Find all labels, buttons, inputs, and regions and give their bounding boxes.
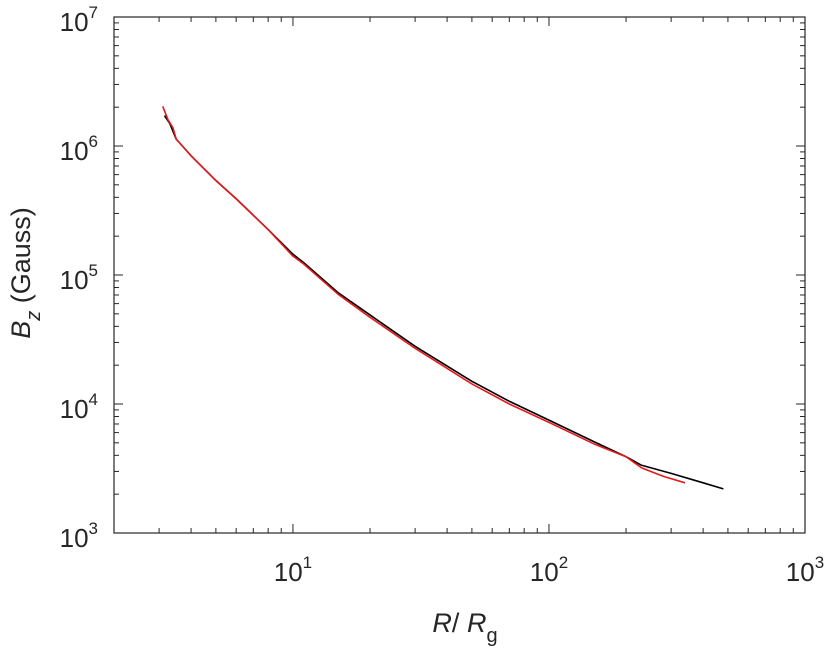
y-tick-label: 107	[60, 3, 98, 37]
y-tick-label-base: 10	[60, 394, 89, 424]
x-axis-label-subscript: g	[486, 625, 497, 647]
x-axis-label-symbol: R	[432, 608, 452, 638]
x-tick-label-exponent: 1	[303, 553, 312, 572]
x-tick-label-exponent: 2	[559, 553, 568, 572]
y-tick-label: 105	[60, 261, 98, 295]
x-tick-label-base: 10	[530, 557, 559, 587]
y-tick-label-base: 10	[60, 136, 89, 166]
x-tick-labels: 101 102 103	[274, 553, 824, 587]
y-tick-label: 103	[60, 519, 98, 553]
y-tick-label-exponent: 7	[89, 3, 98, 22]
x-tick-label: 102	[530, 553, 568, 587]
x-tick-label-base: 10	[274, 557, 303, 587]
y-axis-label-symbol: B	[6, 321, 36, 339]
x-tick-label: 101	[274, 553, 312, 587]
y-tick-label-base: 10	[60, 7, 89, 37]
x-axis-label-ref-symbol: R	[467, 608, 487, 638]
y-tick-label-exponent: 4	[89, 390, 98, 409]
x-tick-label-exponent: 3	[815, 553, 824, 572]
y-tick-label: 106	[60, 132, 98, 166]
y-tick-label-base: 10	[60, 265, 89, 295]
x-tick-label-base: 10	[786, 557, 815, 587]
y-axis-label-subscript: z	[23, 311, 45, 322]
y-axis-label-unit: (Gauss)	[6, 207, 36, 311]
y-tick-label-base: 10	[60, 523, 89, 553]
y-tick-label-exponent: 5	[89, 261, 98, 280]
y-axis-label: Bz (Gauss)	[6, 207, 45, 339]
y-tick-label-exponent: 6	[89, 132, 98, 151]
series-layer	[161, 106, 724, 490]
x-tick-label: 103	[786, 553, 824, 587]
x-axis-label: R/ Rg	[432, 608, 497, 647]
tick-marks	[113, 16, 806, 534]
y-tick-label-exponent: 3	[89, 519, 98, 538]
series-line-2	[161, 106, 686, 484]
y-tick-label: 104	[60, 390, 98, 424]
x-axis-label-separator: /	[452, 608, 467, 638]
